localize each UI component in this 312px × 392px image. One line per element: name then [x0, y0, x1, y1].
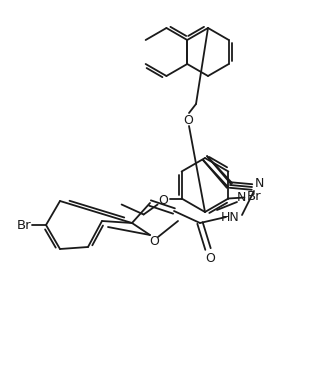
Text: N: N	[254, 176, 264, 189]
Text: O: O	[205, 252, 215, 265]
Text: Br: Br	[247, 190, 262, 203]
Text: O: O	[183, 114, 193, 127]
Text: N: N	[236, 191, 246, 203]
Text: HN: HN	[221, 211, 239, 223]
Text: Br: Br	[17, 218, 31, 232]
Text: O: O	[149, 234, 159, 247]
Text: O: O	[159, 194, 168, 207]
